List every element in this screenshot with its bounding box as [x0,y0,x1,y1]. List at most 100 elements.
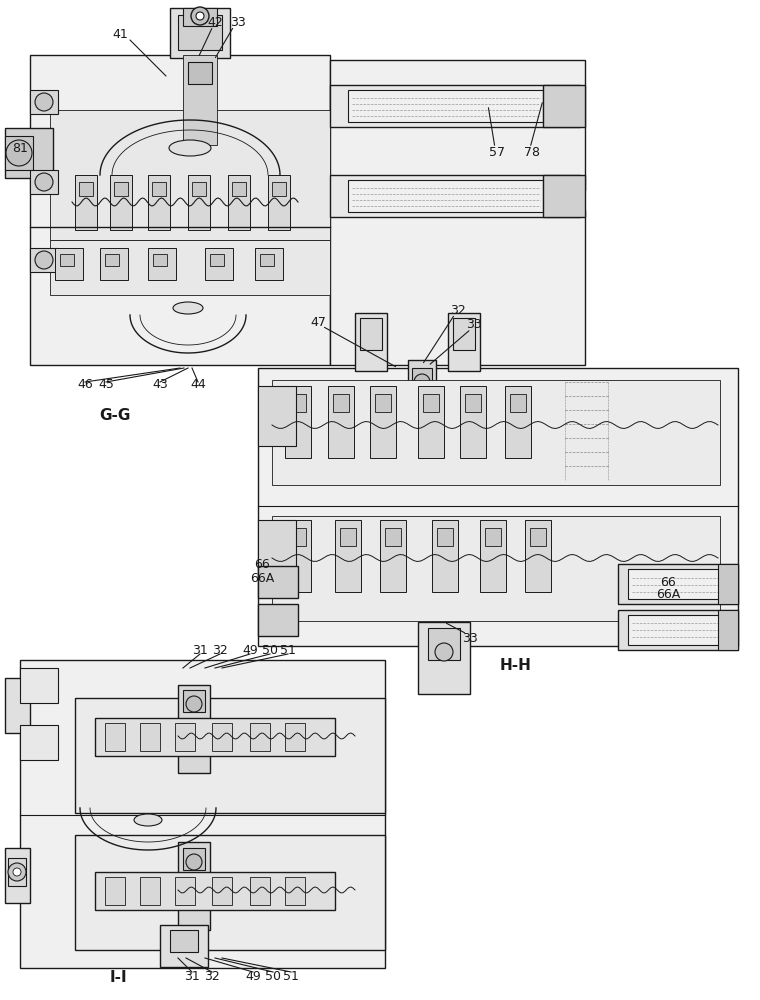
Text: 31: 31 [192,644,208,656]
Bar [355,313,387,371]
Bar [348,180,543,212]
Bar [330,210,585,365]
Text: 41: 41 [112,28,128,41]
Bar [285,723,305,751]
Text: 47: 47 [310,316,326,328]
Ellipse shape [173,302,203,314]
Bar [628,569,724,599]
Bar [105,254,119,266]
Bar [20,660,385,968]
Bar [258,566,298,598]
Bar [170,930,198,952]
Bar [114,182,128,196]
Bar [285,386,311,458]
Bar [285,877,305,905]
Bar [258,386,296,446]
Bar [5,136,33,170]
Bar [183,8,217,26]
Text: 51: 51 [283,970,299,982]
Bar [290,528,306,546]
Bar [79,182,93,196]
Text: I-I: I-I [109,970,127,986]
Circle shape [186,696,202,712]
Bar [348,90,543,122]
Bar [432,520,458,592]
Bar [20,725,58,760]
Bar [453,318,475,350]
Bar [258,368,738,646]
Bar [505,386,531,458]
Bar [250,877,270,905]
Bar [110,175,132,230]
Text: 32: 32 [450,304,466,316]
Bar [175,723,195,751]
Bar [232,182,246,196]
Bar [360,318,382,350]
Bar [20,668,58,703]
Bar [412,368,432,390]
Text: 32: 32 [204,970,220,982]
Bar [100,248,128,280]
Ellipse shape [169,140,211,156]
Bar [8,858,26,886]
Bar [178,842,210,930]
Text: 31: 31 [184,970,200,982]
Bar [333,394,349,412]
Text: G-G: G-G [100,408,131,422]
Bar [148,175,170,230]
Bar [60,254,74,266]
Text: 45: 45 [98,378,114,391]
Bar [188,175,210,230]
Bar [385,528,401,546]
Bar [75,698,385,813]
Bar [178,685,210,773]
Text: 81: 81 [12,141,28,154]
Bar [448,313,480,371]
Text: 50: 50 [265,970,281,982]
Bar [258,520,296,580]
Bar [380,520,406,592]
Text: 49: 49 [245,970,261,982]
Text: 43: 43 [152,378,168,391]
Text: 78: 78 [524,145,540,158]
Bar [258,604,298,636]
Bar [30,90,58,114]
Bar [75,175,97,230]
Bar [30,170,58,194]
Bar [480,520,506,592]
Text: 42: 42 [207,15,223,28]
Bar [212,877,232,905]
Text: 33: 33 [230,15,246,28]
Text: 57: 57 [489,145,505,158]
Bar [628,615,724,645]
Bar [290,394,306,412]
Circle shape [196,12,204,20]
Circle shape [35,251,53,269]
Circle shape [435,643,453,661]
Bar [618,564,738,604]
Bar [170,8,230,58]
Text: 66: 66 [254,558,270,572]
Bar [285,520,311,592]
Bar [418,622,470,694]
Bar [423,394,439,412]
Bar [105,877,125,905]
Bar [510,394,526,412]
Circle shape [414,374,430,390]
Bar [485,528,501,546]
Bar [30,248,58,272]
Bar [335,520,361,592]
Bar [330,60,585,190]
Text: 33: 33 [462,632,478,645]
Bar [543,85,585,127]
Bar [105,723,125,751]
Bar [618,610,738,650]
Bar [330,175,580,217]
Text: 50: 50 [262,644,278,656]
Circle shape [35,93,53,111]
Circle shape [35,173,53,191]
Bar [75,835,385,950]
Bar [228,175,250,230]
Bar [175,877,195,905]
Text: H-H: H-H [500,658,532,672]
